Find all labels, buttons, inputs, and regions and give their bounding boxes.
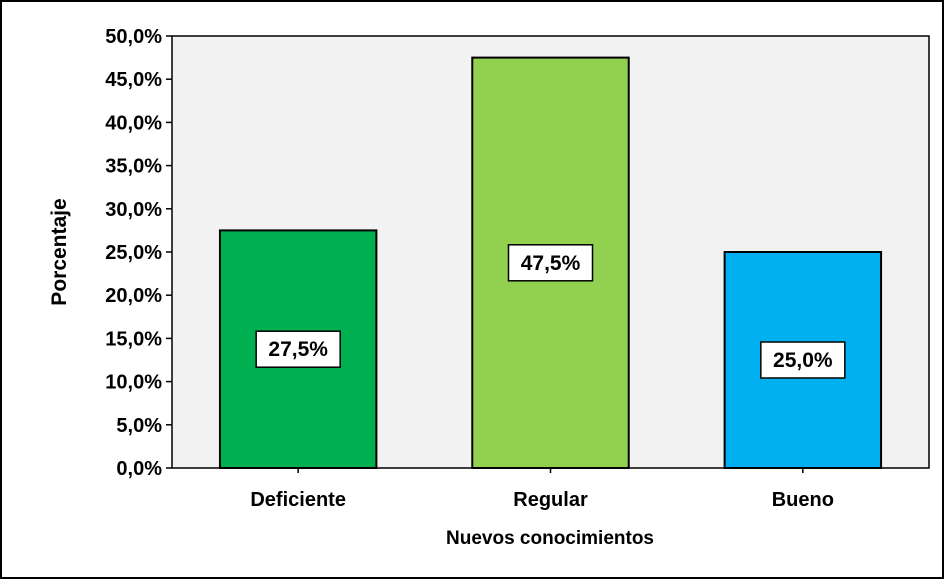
x-tick-label: Regular	[513, 489, 588, 511]
bars: 27,5% 47,5% 25,0%	[218, 56, 883, 469]
y-tick-label: 20,0%	[105, 285, 162, 307]
x-axis-ticks: Deficiente Regular Bueno	[250, 468, 834, 511]
y-axis-ticks: 0,0% 5,0% 10,0% 15,0% 20,0% 25,0% 30,0% 35,0% 40…	[105, 26, 172, 480]
y-axis-title: Porcentaje	[48, 198, 71, 305]
y-tick-label: 45,0%	[105, 69, 162, 91]
x-tick-label: Bueno	[772, 489, 834, 511]
data-label: 47,5%	[521, 252, 581, 275]
data-label-box	[255, 330, 341, 368]
data-label: 25,0%	[773, 349, 833, 372]
data-label-box	[507, 244, 594, 282]
y-tick-label: 30,0%	[105, 199, 162, 221]
x-axis-title: Nuevos conocimientos	[446, 528, 654, 549]
y-tick-label: 10,0%	[105, 372, 162, 394]
y-tick-label: 50,0%	[105, 26, 162, 48]
y-tick-label: 15,0%	[105, 328, 162, 350]
data-label: 27,5%	[268, 338, 328, 361]
data-label-box	[760, 341, 846, 379]
y-tick-label: 40,0%	[105, 112, 162, 134]
y-tick-label: 25,0%	[105, 242, 162, 264]
y-tick-label: 0,0%	[116, 458, 162, 480]
y-tick-label: 35,0%	[105, 156, 162, 178]
x-tick-label: Deficiente	[250, 489, 346, 511]
y-tick-label: 5,0%	[116, 415, 162, 437]
